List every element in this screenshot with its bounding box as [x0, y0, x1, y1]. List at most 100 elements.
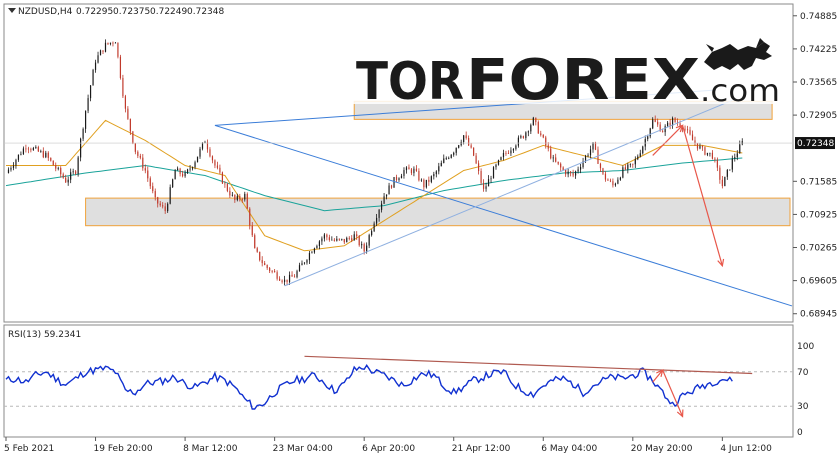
candle-body: [7, 169, 10, 174]
candle-body: [445, 158, 447, 160]
candle-body: [696, 143, 699, 149]
candle-body: [619, 177, 621, 180]
candle-body: [428, 179, 430, 182]
candle-body: [495, 164, 497, 168]
candle-body: [72, 171, 74, 173]
candle-body: [266, 265, 268, 268]
candle-body: [159, 203, 161, 206]
logo-tor: TOR: [356, 52, 464, 112]
time-label: 23 Mar 04:00: [273, 444, 333, 454]
candle-body: [249, 208, 251, 226]
candle-body: [704, 147, 706, 155]
candle-body: [430, 176, 432, 182]
rsi-tick-label: 100: [797, 342, 814, 352]
candle-body: [306, 260, 308, 263]
candle-body: [398, 178, 400, 180]
candle-body: [224, 183, 226, 185]
candle-body: [259, 251, 261, 261]
ohlc-low: 0.72249: [150, 7, 187, 17]
candle-body: [229, 190, 231, 196]
candle-body: [288, 274, 291, 282]
candle-body: [269, 267, 271, 271]
trend-line-2: [284, 99, 733, 287]
candle-body: [172, 179, 174, 188]
candle-body: [154, 191, 156, 198]
candle-body: [667, 122, 669, 127]
candle-body: [358, 236, 360, 246]
candle-body: [492, 167, 495, 179]
candle-body: [490, 178, 492, 180]
candle-body: [477, 163, 480, 172]
candle-body: [458, 145, 460, 148]
candle-body: [415, 168, 418, 171]
candle-body: [122, 77, 124, 97]
candle-body: [368, 235, 370, 246]
ohlc-open: 0.72295: [76, 7, 113, 17]
candle-body: [348, 237, 350, 239]
candle-body: [572, 172, 574, 176]
candle-body: [70, 172, 72, 180]
candle-body: [627, 164, 629, 170]
candle-body: [291, 274, 293, 277]
candle-body: [530, 125, 532, 132]
candle-body: [510, 150, 512, 154]
candle-body: [361, 244, 363, 246]
time-label: 4 Jun 12:00: [720, 444, 772, 454]
candle-body: [602, 168, 604, 174]
candle-body: [657, 121, 659, 125]
candle-body: [323, 234, 325, 239]
time-label: 20 May 20:00: [631, 444, 693, 454]
candle-body: [132, 131, 134, 144]
candle-body: [405, 167, 408, 171]
candle-body: [502, 153, 505, 158]
candle-body: [632, 163, 634, 165]
candle-body: [545, 137, 547, 146]
candle-body: [244, 193, 246, 200]
candle-body: [706, 152, 709, 155]
candle-body: [579, 167, 582, 170]
candle-body: [624, 167, 626, 170]
candle-body: [552, 157, 554, 159]
candle-body: [567, 171, 569, 175]
candle-body: [482, 182, 485, 189]
candle-body: [261, 260, 263, 264]
candle-body: [346, 237, 348, 243]
rsi-arrow-1-head: [676, 409, 684, 418]
candle-body: [104, 42, 107, 52]
candle-body: [239, 196, 241, 200]
candle-body: [639, 153, 641, 157]
candle-body: [497, 160, 500, 165]
candle-body: [179, 168, 181, 174]
candle-body: [286, 279, 288, 282]
candle-body: [137, 151, 139, 156]
candle-body: [726, 169, 728, 177]
candle-body: [400, 175, 403, 179]
candle-body: [433, 174, 435, 177]
candle-body: [152, 186, 154, 192]
candle-body: [637, 156, 639, 160]
rsi-tick-label: 0: [797, 428, 803, 438]
candle-body: [20, 154, 22, 156]
candle-body: [686, 129, 689, 131]
candle-body: [647, 136, 649, 140]
price-label: 0.74885: [800, 12, 837, 22]
rsi-tick-label: 70: [797, 368, 809, 378]
candle-body: [654, 119, 656, 122]
candle-body: [485, 186, 487, 189]
candle-body: [55, 165, 57, 169]
candle-body: [709, 152, 711, 154]
candle-body: [57, 167, 59, 169]
ohlc-high: 0.72375: [113, 7, 150, 17]
candle-body: [216, 165, 219, 168]
candle-body: [311, 252, 313, 254]
candle-body: [575, 171, 577, 176]
candle-body: [535, 117, 537, 123]
symbol-label: NZDUSD,H4: [18, 7, 73, 17]
candle-body: [99, 50, 102, 56]
candle-body: [699, 146, 701, 149]
price-label: 0.68945: [800, 310, 837, 320]
candle-body: [231, 194, 233, 196]
candle-body: [89, 85, 92, 99]
candle-body: [276, 272, 278, 279]
candle-body: [609, 180, 612, 182]
